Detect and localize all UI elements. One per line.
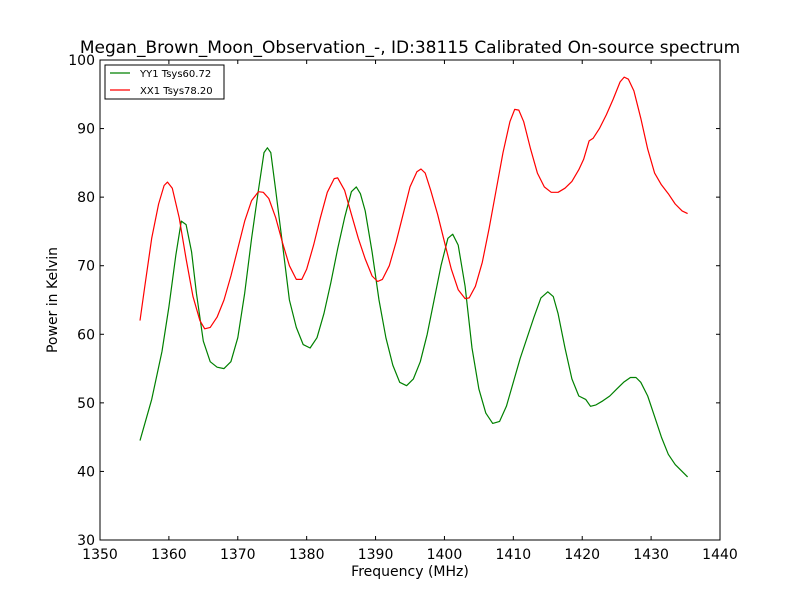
legend: YY1 Tsys60.72 XX1 Tsys78.20 <box>104 64 225 100</box>
y-tick-label: 100 <box>68 53 95 69</box>
y-tick-label: 50 <box>77 396 95 412</box>
x-tick-label: 1370 <box>220 547 256 563</box>
y-axis-label: Power in Kelvin <box>45 247 61 353</box>
axis-ticks: 1350 1360 1370 1380 1390 1400 1410 1420 1430 1440… <box>68 53 738 563</box>
series-line-yy1 <box>139 147 689 478</box>
y-tick-label: 70 <box>77 259 95 275</box>
legend-box <box>104 64 225 100</box>
x-tick-label: 1430 <box>633 547 669 563</box>
x-tick-label: 1360 <box>151 547 187 563</box>
x-tick-label: 1350 <box>82 547 118 563</box>
legend-label-yy1: YY1 Tsys60.72 <box>139 69 211 80</box>
y-tick-label: 90 <box>77 122 95 138</box>
y-tick-label: 80 <box>77 190 95 206</box>
x-tick-label: 1380 <box>289 547 325 563</box>
y-tick-label: 30 <box>77 533 95 549</box>
series-line-xx1 <box>139 76 688 330</box>
x-tick-label: 1420 <box>564 547 600 563</box>
legend-label-xx1: XX1 Tsys78.20 <box>140 86 213 97</box>
y-tick-label: 60 <box>77 327 95 343</box>
chart-title: Megan_Brown_Moon_Observation_-, ID:38115… <box>80 38 740 58</box>
x-tick-label: 1390 <box>358 547 394 563</box>
series-layer <box>139 76 689 478</box>
x-tick-label: 1440 <box>702 547 738 563</box>
plot-area-frame <box>99 59 721 541</box>
x-tick-label: 1400 <box>427 547 463 563</box>
x-axis-label: Frequency (MHz) <box>351 564 469 580</box>
y-tick-label: 40 <box>77 464 95 480</box>
x-tick-label: 1410 <box>496 547 532 563</box>
